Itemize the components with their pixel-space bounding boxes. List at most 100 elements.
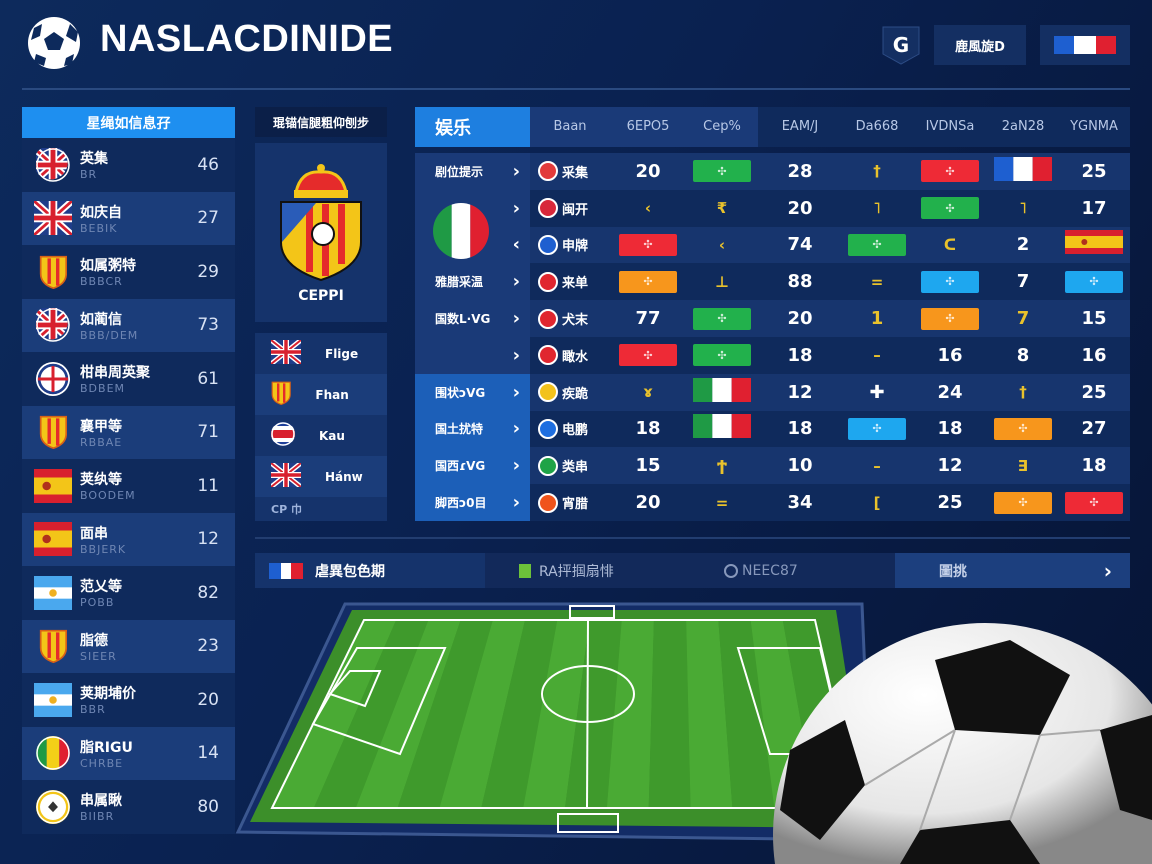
chevron-icon[interactable]: › (512, 492, 520, 514)
sidebar-item[interactable]: 串属瞅 BIIBR 80 (22, 780, 235, 834)
table-cell: 20 (610, 161, 686, 182)
bar-item-4[interactable]: 圖挑 › (895, 553, 1130, 588)
middle-list-item[interactable]: Kau (255, 415, 387, 456)
status-chip-orange: ✣ (994, 491, 1052, 514)
row-label[interactable]: 国西ɾVG › (415, 447, 530, 485)
flag-ball-round-icon (34, 790, 72, 824)
chevron-icon[interactable]: › (512, 455, 520, 477)
sidebar-item[interactable]: 面串 BBJERK 12 (22, 512, 235, 566)
shield-g-button[interactable]: G (880, 24, 922, 66)
table-cell: ‹ (610, 199, 686, 217)
team-cell[interactable]: 疾跪 (530, 382, 610, 403)
cell-value: 18 (937, 418, 963, 440)
table-row[interactable]: 雅腊采温 › 来单 ✣ ⊥ 88 = ✣ 7 ✣ (415, 263, 1130, 301)
row-label[interactable]: 剧位提示 › (415, 153, 530, 190)
bar-item-1-label: 虐異包色期 (315, 563, 385, 580)
table-cell: ✣ (1058, 270, 1130, 293)
table-row[interactable]: › 闽开 ‹ ₹20 ˥ ✣ ˥ 17 (415, 189, 1130, 227)
column-header[interactable]: Da668 (842, 107, 912, 147)
table-row[interactable]: 围状ɔVG › 疾跪 ɤ 12 ✚ 24 † 25 (415, 373, 1130, 411)
chevron-right-icon[interactable]: › (1103, 558, 1112, 583)
chevron-icon[interactable]: › (512, 418, 520, 440)
bar-item-3[interactable]: NEEC87 (688, 553, 895, 588)
team-name: 宵腊 (562, 497, 589, 513)
team-cell[interactable]: 申牌 (530, 234, 610, 255)
row-label[interactable]: 国土扰特 › (415, 410, 530, 448)
chevron-icon[interactable]: › (512, 271, 520, 293)
middle-list-item[interactable]: Hánw (255, 456, 387, 497)
column-header[interactable]: 2aN28 (988, 107, 1058, 147)
sidebar-item-value: 82 (197, 582, 219, 603)
sidebar-item-value: 29 (197, 261, 219, 282)
cell-glyph: ‹ (718, 235, 726, 254)
bar-item-2[interactable]: RA抨掴扇悱 (485, 553, 688, 588)
pitch-stripe (481, 620, 558, 808)
table-cell: ✣ (988, 491, 1058, 514)
team-cell[interactable]: 采集 (530, 161, 610, 182)
chevron-icon[interactable]: › (512, 344, 520, 366)
table-row[interactable]: 国土扰特 › 电鹏 18 18 ✣ 18 ✣ 27 (415, 410, 1130, 448)
chevron-icon[interactable]: › (512, 308, 520, 330)
status-chip-sky: ✣ (848, 417, 906, 440)
table-row[interactable]: 剧位提示 › 采集 20 ✣ 28 † ✣ 25 (415, 153, 1130, 190)
table-row[interactable]: 国西ɾVG › 类串 15 Ϯ 10 – 12 ∃ 18 (415, 447, 1130, 485)
table-row[interactable]: 国数L·VG › 犬末 77 ✣ 20 1 ✣ 7 15 (415, 300, 1130, 337)
middle-list-item[interactable]: Fhan (255, 374, 387, 415)
row-label[interactable]: 脚西ɔ0目 › (415, 484, 530, 521)
row-label[interactable]: › (415, 336, 530, 374)
sidebar-item-value: 46 (197, 154, 219, 175)
language-flag-button[interactable] (1040, 25, 1130, 65)
chevron-icon[interactable]: ‹ (512, 234, 520, 256)
column-header[interactable]: YGNMA (1058, 107, 1130, 147)
sidebar-item[interactable]: 如庆自 BEBIK 27 (22, 191, 235, 245)
sidebar-item[interactable]: 柑串周英聚 BDBEM 61 (22, 352, 235, 406)
header-divider (22, 88, 1130, 90)
row-label[interactable]: 围状ɔVG › (415, 373, 530, 411)
table-row[interactable]: 脚西ɔ0目 › 宵腊 20 = 34 [25 ✣ ✣ (415, 484, 1130, 521)
team-cell[interactable]: 犬末 (530, 308, 610, 329)
header-button[interactable]: 鹿風旋D (934, 25, 1026, 65)
middle-list-item[interactable]: Flige (255, 333, 387, 374)
team-cell[interactable]: 宵腊 (530, 492, 610, 513)
status-chip-orange: ✣ (619, 270, 677, 293)
chevron-icon[interactable]: › (512, 381, 520, 403)
sidebar-item-text: 如蔺信 BBB/DEM (72, 309, 138, 342)
team-cell[interactable]: 来单 (530, 271, 610, 292)
column-header[interactable]: Cep% (686, 107, 758, 147)
table-cell: 24 (912, 382, 988, 403)
sidebar-item[interactable]: 荚期埔价 BBR 20 (22, 673, 235, 727)
sidebar-item[interactable]: 脂德 SIEER 23 (22, 619, 235, 673)
featured-crest-panel[interactable]: CEPPI (255, 143, 387, 322)
sidebar-item[interactable]: 襄甲等 RBBAE 71 (22, 405, 235, 459)
sidebar-item[interactable]: 范乂等 POBB 82 (22, 566, 235, 620)
row-label[interactable]: 国数L·VG › (415, 300, 530, 337)
bar-item-4-label: 圖挑 (939, 563, 967, 580)
flag-uk-icon (269, 461, 303, 490)
sidebar-item-text: 荚纨等 BOODEM (72, 469, 136, 502)
sidebar-item-sub: BBBCR (80, 275, 123, 289)
sidebar-item[interactable]: 英集 BR 46 (22, 138, 235, 192)
column-header[interactable]: IVDNSa (912, 107, 988, 147)
cell-value: 2 (1016, 234, 1030, 256)
column-header-team[interactable]: Baan (530, 107, 610, 147)
team-cell[interactable]: 电鹏 (530, 418, 610, 439)
chevron-icon[interactable]: › (512, 197, 520, 219)
sidebar-item[interactable]: 如属粥特 BBBCR 29 (22, 245, 235, 299)
sidebar-item[interactable]: 荚纨等 BOODEM 11 (22, 459, 235, 513)
cell-value: 88 (787, 271, 813, 293)
table-cell: ✣ (912, 197, 988, 220)
middle-list-item[interactable]: CP 巾 (255, 497, 387, 521)
team-cell[interactable]: 类串 (530, 455, 610, 476)
table-cell: ˥ (842, 199, 912, 217)
team-cell[interactable]: 闽开 (530, 198, 610, 219)
row-label[interactable]: 雅腊采温 › (415, 263, 530, 301)
team-cell[interactable]: 瞰水 (530, 345, 610, 366)
column-header[interactable]: EAM/J (758, 107, 842, 147)
column-header[interactable]: 6EPO5 (610, 107, 686, 147)
table-row[interactable]: ‹ 申牌 ✣ ‹ 74 ✣ ᑕ 2 (415, 226, 1130, 264)
sidebar-item[interactable]: 脂RIGU CHRBE 14 (22, 726, 235, 780)
table-row[interactable]: › 瞰水 ✣ ✣ 18 – 16 8 16 (415, 336, 1130, 374)
chevron-icon[interactable]: › (512, 160, 520, 182)
bar-item-1[interactable]: 虐異包色期 (255, 553, 485, 588)
sidebar-item[interactable]: 如蔺信 BBB/DEM 73 (22, 298, 235, 352)
